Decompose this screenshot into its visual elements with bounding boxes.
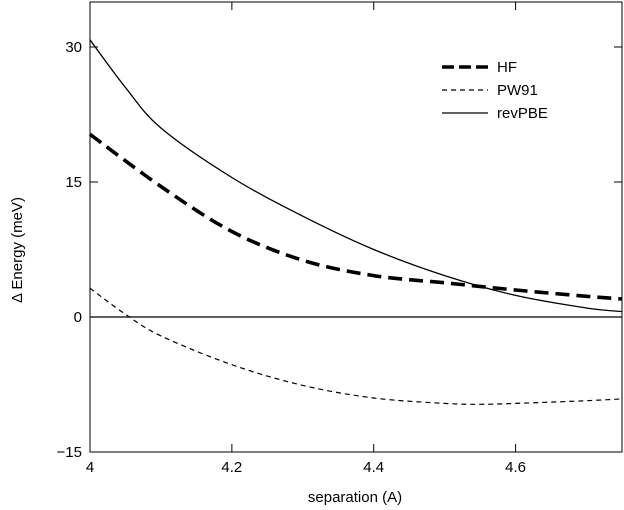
x-tick-label: 4.6: [505, 459, 526, 476]
plot-border: [89, 1, 623, 453]
legend-label-hf: HF: [497, 59, 517, 76]
y-tick-label: −15: [57, 444, 82, 461]
x-tick-label: 4.2: [221, 459, 242, 476]
x-axis-label: separation (A): [308, 489, 402, 506]
y-tick-label: 15: [65, 174, 82, 191]
series-line-pw91: [89, 287, 623, 405]
y-axis-label: Δ Energy (meV): [9, 197, 26, 303]
x-tick-label: 4.4: [363, 459, 384, 476]
series-lines: [88, 39, 623, 405]
plot-frame: [89, 1, 623, 453]
y-tick-label: 0: [74, 309, 82, 326]
series-line-revpbe: [89, 39, 623, 313]
legend-label-revpbe: revPBE: [497, 105, 548, 122]
legend-label-pw91: PW91: [497, 82, 538, 99]
axis-ticks: 4 4.2 4.4 4.6 −15 0 15 30: [57, 2, 622, 476]
y-tick-label: 30: [65, 39, 82, 56]
legend: HF PW91 revPBE: [442, 59, 548, 122]
x-tick-label: 4: [86, 459, 94, 476]
series-line-hf: [88, 132, 623, 301]
